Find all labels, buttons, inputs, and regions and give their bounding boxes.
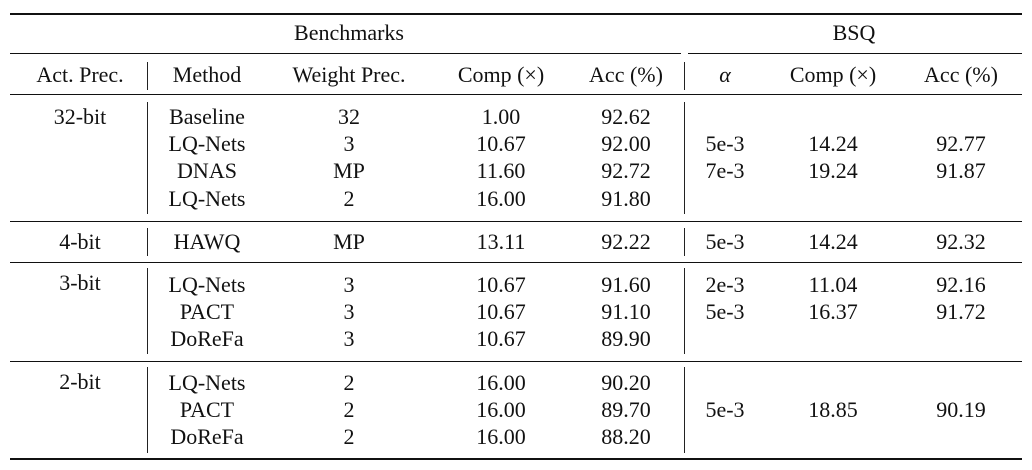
act-prec-header: Act. Prec.: [36, 62, 124, 87]
header-divider-right: [684, 62, 685, 90]
header-divider-left: [147, 62, 148, 90]
comp-cell: 1.00: [481, 104, 521, 129]
bsq-acc-header: Acc (%): [924, 62, 998, 87]
group-divider-left: [147, 367, 148, 453]
bsq-comp-cell: 18.85: [808, 397, 858, 422]
bsq-comp-cell: 16.37: [808, 299, 858, 324]
act-prec-cell: 4-bit: [59, 229, 101, 254]
group-rule: [10, 361, 1022, 362]
acc-cell: 91.60: [601, 272, 651, 297]
group-rule: [10, 221, 1022, 222]
weight-prec-cell: 3: [343, 272, 355, 297]
comp-cell: 10.67: [476, 272, 526, 297]
bsq-header: BSQ: [832, 20, 876, 45]
acc-header: Acc (%): [589, 62, 663, 87]
bsq-alpha-cell: 5e-3: [705, 229, 745, 254]
group-divider-left: [147, 228, 148, 256]
weight-prec-cell: MP: [333, 158, 365, 183]
weight-prec-header: Weight Prec.: [292, 62, 406, 87]
header-rule: [10, 94, 1022, 95]
bsq-acc-cell: 90.19: [936, 397, 986, 422]
acc-cell: 91.10: [601, 299, 651, 324]
weight-prec-cell: 2: [343, 424, 355, 449]
bsq-alpha-cell: 5e-3: [705, 299, 745, 324]
alpha-header: α: [719, 62, 731, 87]
acc-cell: 91.80: [601, 186, 651, 211]
bsq-comp-cell: 11.04: [808, 272, 858, 297]
bsq-comp-cell: 14.24: [808, 229, 858, 254]
comp-cell: 10.67: [476, 131, 526, 156]
comp-cell: 16.00: [476, 397, 526, 422]
bsq-acc-cell: 91.72: [936, 299, 986, 324]
acc-cell: 89.70: [601, 397, 651, 422]
method-cell: PACT: [179, 299, 235, 324]
method-cell: DNAS: [177, 158, 237, 183]
comp-header: Comp (×): [457, 62, 545, 87]
group-divider-left: [147, 268, 148, 354]
comp-cell: 16.00: [476, 370, 526, 395]
comp-cell: 16.00: [476, 186, 526, 211]
bsq-alpha-cell: 7e-3: [705, 158, 745, 183]
method-cell: PACT: [179, 397, 235, 422]
method-cell: Baseline: [169, 104, 245, 129]
bsq-acc-cell: 92.32: [936, 229, 986, 254]
acc-cell: 92.62: [601, 104, 651, 129]
group-divider-right: [684, 367, 685, 453]
weight-prec-cell: 3: [343, 326, 355, 351]
comp-cell: 13.11: [476, 229, 526, 254]
bsq-alpha-cell: 5e-3: [705, 131, 745, 156]
weight-prec-cell: MP: [333, 229, 365, 254]
act-prec-cell: 2-bit: [59, 369, 101, 394]
bsq-acc-cell: 91.87: [936, 158, 986, 183]
acc-cell: 90.20: [601, 370, 651, 395]
act-prec-cell: 3-bit: [59, 270, 101, 295]
benchmarks-underline: [10, 53, 681, 54]
benchmarks-header: Benchmarks: [294, 20, 404, 45]
method-cell: LQ-Nets: [168, 370, 246, 395]
acc-cell: 88.20: [601, 424, 651, 449]
weight-prec-cell: 2: [343, 186, 355, 211]
weight-prec-cell: 3: [343, 131, 355, 156]
bsq-acc-cell: 92.16: [936, 272, 986, 297]
bsq-comp-header: Comp (×): [789, 62, 877, 87]
comp-cell: 11.60: [476, 158, 526, 183]
method-cell: DoReFa: [170, 326, 244, 351]
comp-cell: 10.67: [476, 299, 526, 324]
top-rule: [10, 13, 1022, 15]
method-cell: LQ-Nets: [168, 272, 246, 297]
acc-cell: 92.22: [601, 229, 651, 254]
method-cell: HAWQ: [173, 229, 241, 254]
weight-prec-cell: 2: [343, 370, 355, 395]
group-divider-right: [684, 228, 685, 256]
acc-cell: 89.90: [601, 326, 651, 351]
group-rule: [10, 262, 1022, 263]
group-divider-right: [684, 102, 685, 214]
act-prec-cell: 32-bit: [53, 104, 107, 129]
method-cell: LQ-Nets: [168, 186, 246, 211]
weight-prec-cell: 32: [338, 104, 360, 129]
method-header: Method: [172, 62, 242, 87]
bsq-comp-cell: 19.24: [808, 158, 858, 183]
method-cell: LQ-Nets: [168, 131, 246, 156]
bsq-underline: [688, 53, 1022, 54]
weight-prec-cell: 2: [343, 397, 355, 422]
bottom-rule: [10, 458, 1022, 460]
acc-cell: 92.72: [601, 158, 651, 183]
comp-cell: 10.67: [476, 326, 526, 351]
group-divider-right: [684, 268, 685, 354]
bsq-alpha-cell: 2e-3: [705, 272, 745, 297]
acc-cell: 92.00: [601, 131, 651, 156]
comp-cell: 16.00: [476, 424, 526, 449]
bsq-comp-cell: 14.24: [808, 131, 858, 156]
weight-prec-cell: 3: [343, 299, 355, 324]
group-divider-left: [147, 102, 148, 214]
bsq-acc-cell: 92.77: [936, 131, 986, 156]
method-cell: DoReFa: [170, 424, 244, 449]
bsq-alpha-cell: 5e-3: [705, 397, 745, 422]
